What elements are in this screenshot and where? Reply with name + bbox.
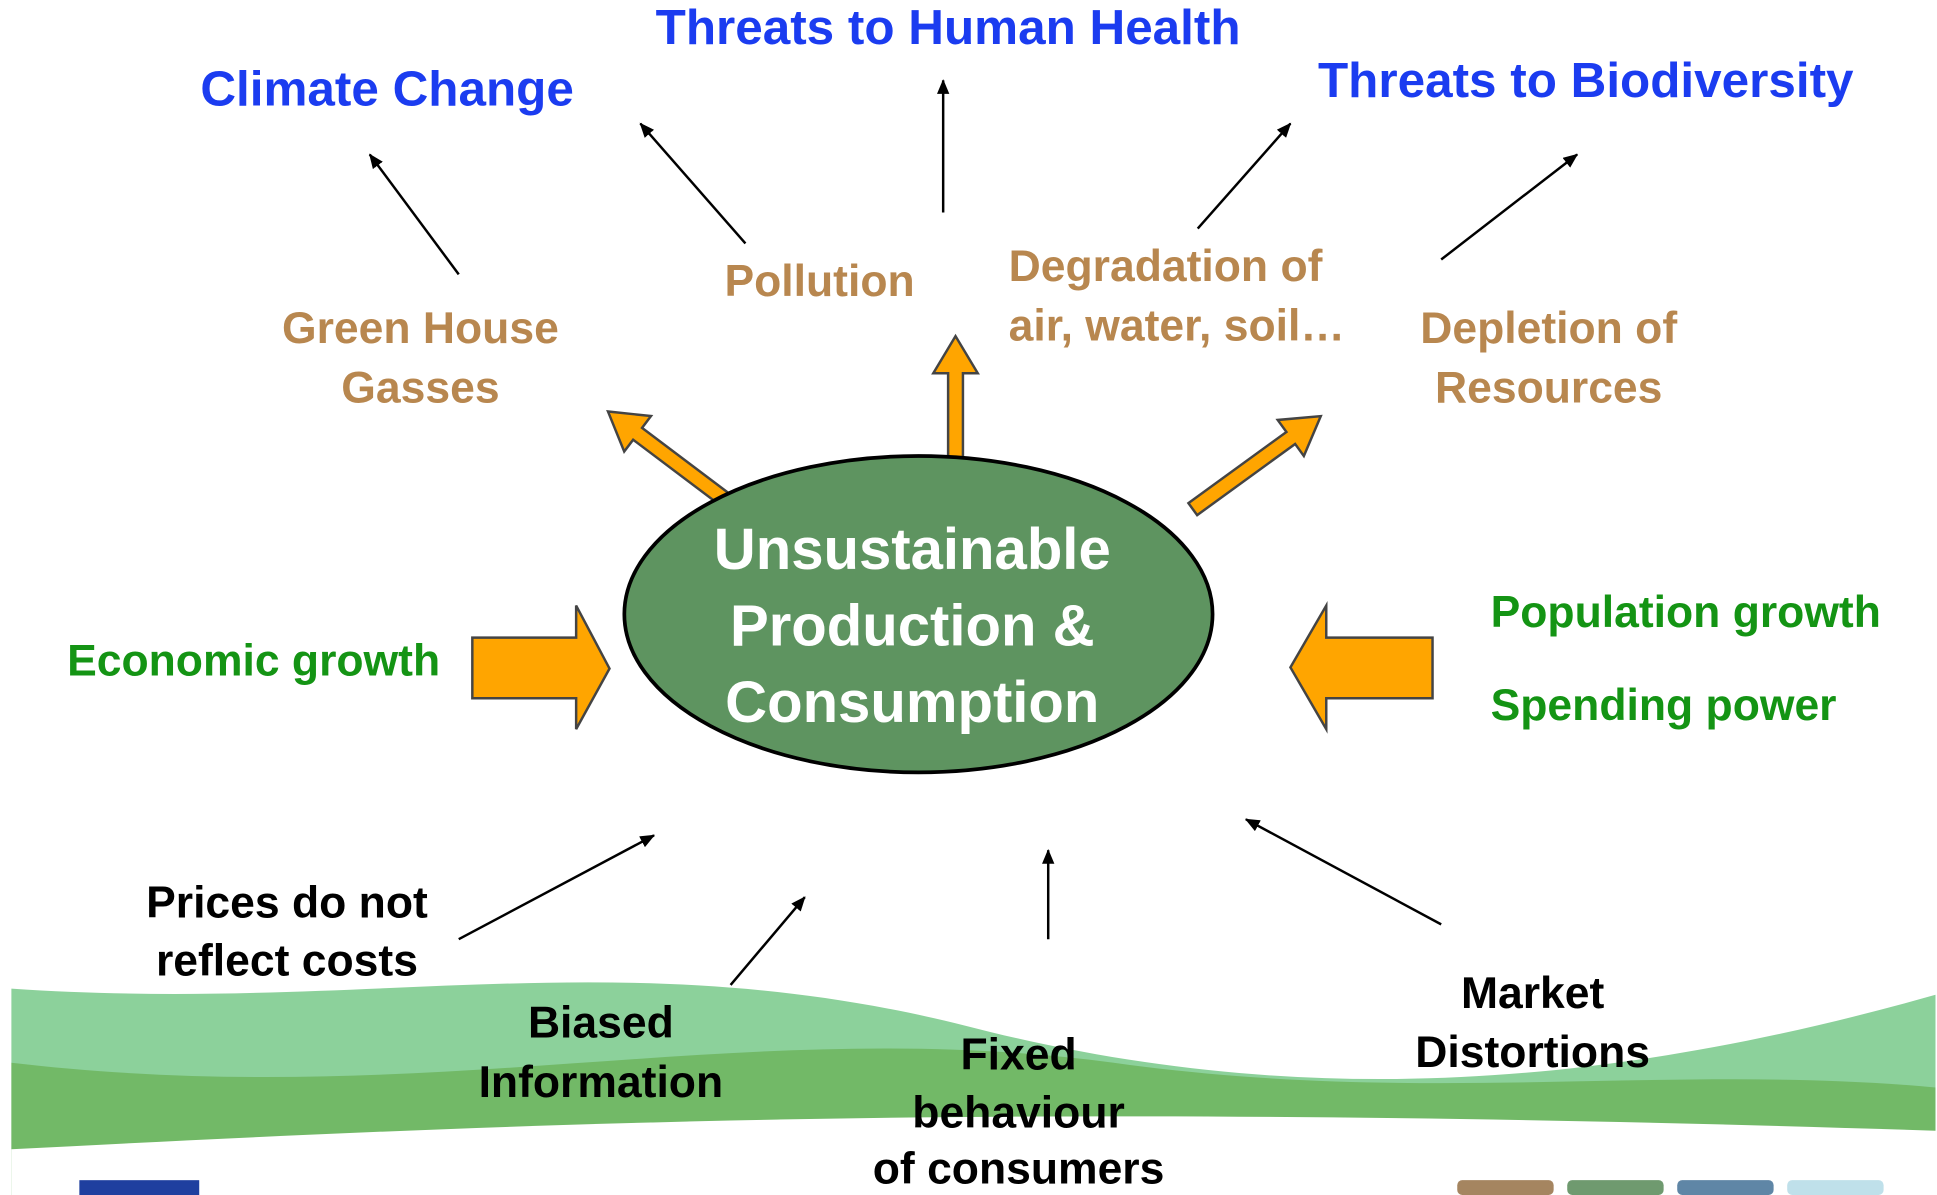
cause: Information bbox=[479, 1058, 724, 1107]
cause: Fixed bbox=[960, 1031, 1076, 1080]
cause: behaviour bbox=[912, 1089, 1125, 1138]
pressure: air, water, soil… bbox=[1009, 301, 1345, 350]
cause: of consumers bbox=[873, 1144, 1165, 1193]
pressure: Gasses bbox=[341, 363, 499, 412]
driver: Population growth bbox=[1491, 588, 1881, 637]
impact: Threats to Biodiversity bbox=[1318, 53, 1854, 108]
cause: Market bbox=[1461, 969, 1605, 1018]
pressure: Resources bbox=[1435, 363, 1662, 412]
driver: Spending power bbox=[1491, 681, 1837, 730]
pressure: Degradation of bbox=[1009, 242, 1323, 291]
impact: Climate Change bbox=[200, 62, 574, 117]
cause: Distortions bbox=[1415, 1028, 1650, 1077]
impact: Threats to Human Health bbox=[656, 0, 1241, 55]
center-line: Unsustainable bbox=[714, 517, 1111, 582]
driver: Economic growth bbox=[67, 636, 440, 685]
pressure: Green House bbox=[282, 304, 559, 353]
cause: reflect costs bbox=[156, 937, 418, 986]
cause: Biased bbox=[528, 998, 674, 1047]
center-line: Consumption bbox=[725, 670, 1099, 735]
diagram: Unsustainable Production & Consumption C… bbox=[0, 0, 1937, 1195]
pressure: Pollution bbox=[724, 257, 914, 306]
cause: Prices do not bbox=[146, 879, 428, 928]
center-line: Production & bbox=[730, 594, 1095, 659]
pressure: Depletion of bbox=[1420, 304, 1677, 353]
